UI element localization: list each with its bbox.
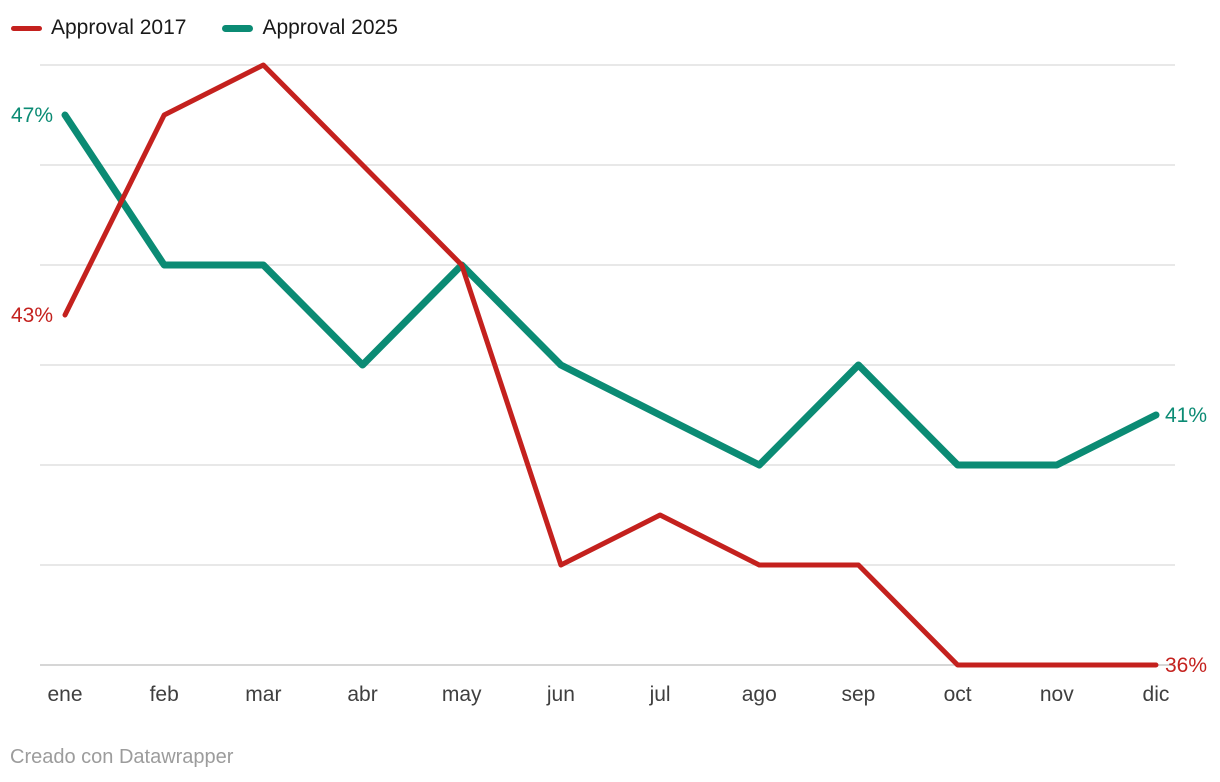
start-value-label-approval-2017: 43% — [11, 304, 53, 327]
end-value-label-approval-2025: 41% — [1165, 404, 1207, 427]
legend-swatch-approval-2017-icon — [11, 25, 42, 31]
x-axis-label-sep: sep — [842, 683, 876, 706]
x-axis-label-ene: ene — [47, 683, 82, 706]
end-value-label-approval-2017: 36% — [1165, 654, 1207, 677]
x-axis-label-nov: nov — [1040, 683, 1074, 706]
legend-label-approval-2017: Approval 2017 — [51, 16, 187, 39]
line-approval-2025 — [61, 111, 1160, 469]
legend-item-approval-2025: Approval 2025 — [222, 15, 398, 41]
x-axis-label-jul: jul — [649, 683, 671, 706]
line-chart: ene feb mar abr may jun jul ago sep oct nov dic 43% 3… — [11, 62, 1207, 706]
x-axis-label-abr: abr — [347, 683, 377, 706]
line-approval-2017 — [62, 62, 1159, 668]
attribution-text: Creado con Datawrapper — [10, 746, 234, 768]
start-value-label-approval-2025: 47% — [11, 104, 53, 127]
x-axis-label-dic: dic — [1143, 683, 1170, 706]
x-axis-label-mar: mar — [245, 683, 281, 706]
x-axis-label-ago: ago — [742, 683, 777, 706]
x-axis-label-jun: jun — [546, 683, 575, 706]
legend-swatch-approval-2025-icon — [222, 24, 254, 32]
legend-item-approval-2017: Approval 2017 — [11, 15, 186, 41]
legend-label-approval-2025: Approval 2025 — [262, 16, 398, 39]
x-axis-label-feb: feb — [150, 683, 179, 706]
legend: Approval 2017 Approval 2025 — [11, 15, 398, 41]
x-axis-label-may: may — [442, 683, 482, 706]
x-axis-label-oct: oct — [944, 683, 972, 706]
